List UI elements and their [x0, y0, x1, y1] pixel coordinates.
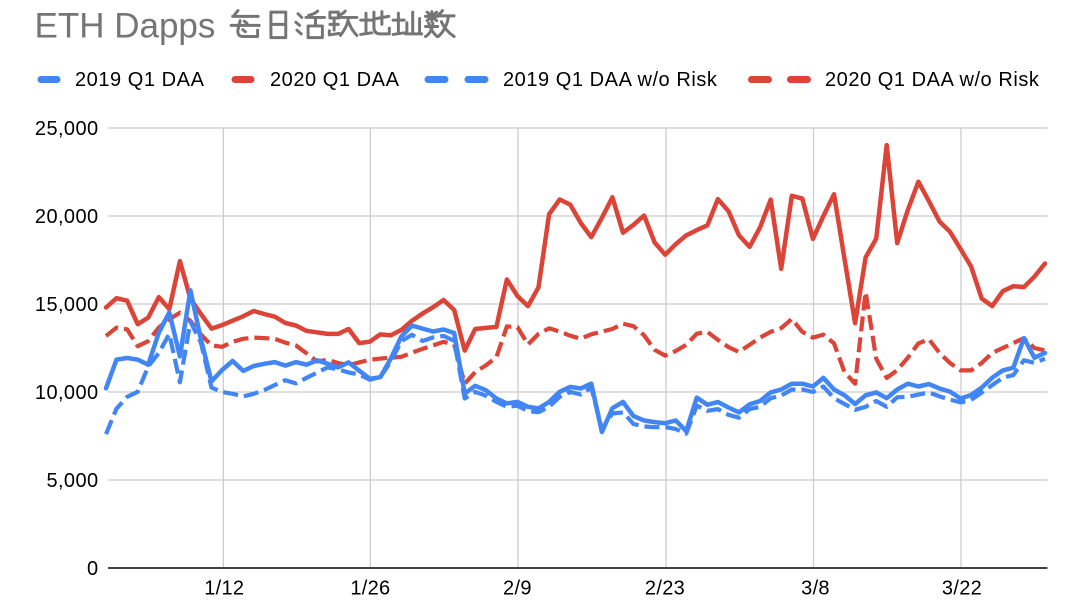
svg-text:1/26: 1/26 — [350, 578, 390, 600]
svg-text:1/12: 1/12 — [204, 578, 244, 600]
svg-text:2019 Q1 DAA: 2019 Q1 DAA — [75, 69, 205, 91]
svg-text:2/23: 2/23 — [645, 578, 685, 600]
svg-text:2020 Q1 DAA w/o Risk: 2020 Q1 DAA w/o Risk — [825, 69, 1040, 91]
svg-text:2020 Q1 DAA: 2020 Q1 DAA — [270, 69, 400, 91]
svg-text:2019 Q1 DAA w/o Risk: 2019 Q1 DAA w/o Risk — [503, 69, 718, 91]
svg-text:25,000: 25,000 — [35, 118, 99, 140]
svg-text:ETH Dapps: ETH Dapps — [35, 7, 216, 46]
svg-text:5,000: 5,000 — [46, 470, 98, 492]
svg-text:2/9: 2/9 — [503, 578, 532, 600]
svg-text:20,000: 20,000 — [35, 206, 99, 228]
svg-text:15,000: 15,000 — [35, 294, 99, 316]
svg-text:0: 0 — [87, 558, 99, 580]
svg-text:10,000: 10,000 — [35, 382, 99, 404]
svg-text:3/22: 3/22 — [942, 578, 982, 600]
svg-text:3/8: 3/8 — [801, 578, 830, 600]
